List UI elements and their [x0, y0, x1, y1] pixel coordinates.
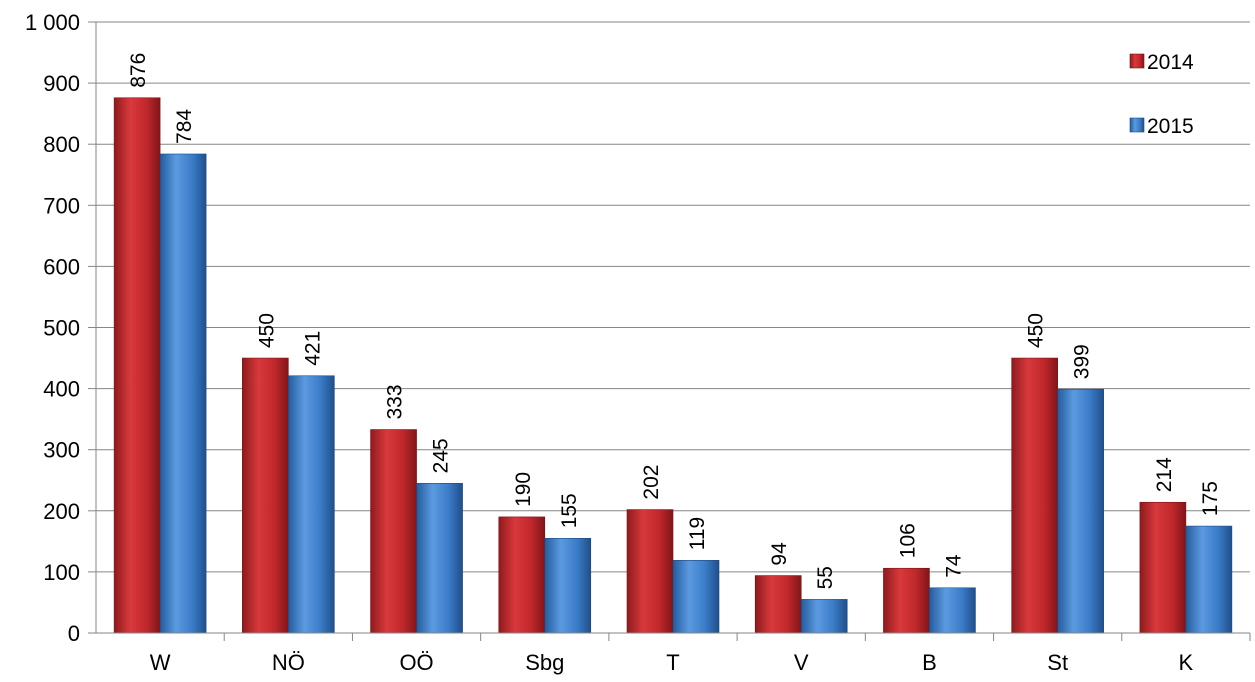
data-label: 155: [558, 493, 581, 528]
data-label: 450: [1025, 313, 1048, 348]
y-tick-label: 100: [43, 560, 80, 585]
data-label: 399: [1071, 344, 1094, 379]
y-tick-label: 700: [43, 193, 80, 218]
data-label: 55: [814, 566, 837, 589]
bar-2015-OÖ: [416, 483, 463, 634]
data-label: 94: [768, 542, 791, 566]
data-label: 421: [301, 331, 324, 366]
data-label: 106: [896, 523, 919, 558]
y-tick-label: 0: [68, 621, 80, 646]
data-labels: 876 784 450 421 333 245 190 155 202 119 94 55 106 74 4…: [127, 53, 1222, 590]
y-tick-label: 300: [43, 438, 80, 463]
bar-2015-Sbg: [544, 537, 592, 634]
bar-2015-B: [929, 587, 976, 634]
x-category-label: K: [1179, 650, 1194, 675]
x-category-label: Sbg: [525, 650, 564, 675]
y-tick-label: 900: [43, 71, 80, 96]
data-label: 333: [384, 384, 407, 419]
bars: [113, 97, 1233, 634]
legend-swatch-2014: [1129, 53, 1145, 69]
y-tick-label: 200: [43, 499, 80, 524]
x-category-label: T: [666, 650, 679, 675]
legend-label-2015: 2015: [1147, 115, 1194, 138]
x-category-label: OÖ: [399, 650, 433, 675]
bar-2014-T: [626, 509, 674, 634]
data-label: 119: [686, 517, 709, 550]
bar-2014-W: [113, 97, 161, 634]
bar-2014-NÖ: [242, 357, 289, 634]
bar-2014-OÖ: [370, 429, 417, 634]
data-label: 190: [512, 472, 535, 507]
data-label: 245: [430, 438, 453, 473]
data-label: 175: [1199, 481, 1222, 516]
bar-2015-St: [1057, 388, 1104, 634]
bar-2015-W: [159, 153, 207, 634]
data-label: 202: [640, 465, 663, 500]
y-tick-label: 800: [43, 132, 80, 157]
bar-2015-T: [672, 559, 720, 634]
x-category-label: V: [794, 650, 809, 675]
x-category-label: NÖ: [272, 650, 305, 675]
bar-2014-St: [1011, 357, 1058, 634]
x-category-label: W: [150, 650, 171, 675]
bar-2015-NÖ: [288, 375, 335, 634]
x-category-label: B: [922, 650, 937, 675]
data-label: 450: [255, 313, 278, 348]
y-tick-label: 1 000: [25, 10, 80, 35]
y-axis: 0 100 200 300 400 500 600 700 800 900 1 000: [25, 10, 97, 646]
y-tick-label: 500: [43, 316, 80, 341]
legend-swatch-2015: [1129, 117, 1145, 133]
data-label: 784: [173, 109, 196, 144]
x-axis: W NÖ OÖ Sbg T V B St K: [96, 632, 1251, 675]
y-tick-label: 400: [43, 377, 80, 402]
bar-2015-V: [800, 599, 848, 634]
bar-2015-K: [1185, 525, 1233, 634]
legend: 2014 2015: [1129, 51, 1194, 138]
x-category-label: St: [1047, 650, 1068, 675]
data-label: 876: [127, 53, 150, 88]
y-tick-label: 600: [43, 254, 80, 279]
data-label: 74: [942, 554, 965, 578]
bar-2014-V: [754, 575, 802, 634]
data-label: 214: [1153, 457, 1176, 492]
bar-2014-K: [1139, 501, 1187, 634]
bar-2014-Sbg: [498, 516, 546, 634]
bar-2014-B: [883, 567, 930, 634]
legend-label-2014: 2014: [1147, 51, 1194, 74]
